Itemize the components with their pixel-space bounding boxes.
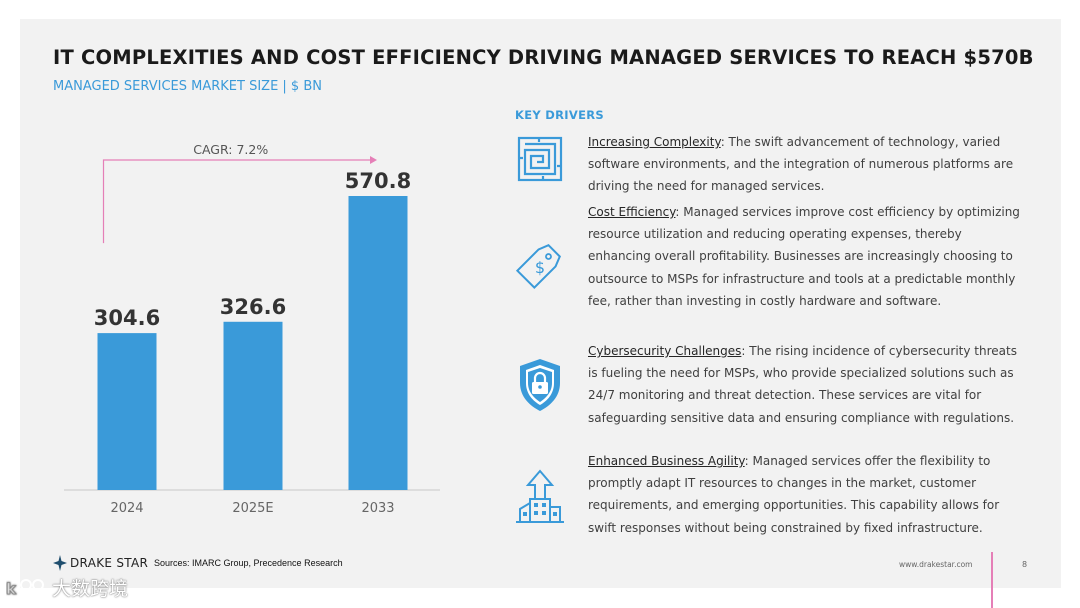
- svg-text:$: $: [535, 258, 545, 277]
- page-title: IT COMPLEXITIES AND COST EFFICIENCY DRIV…: [53, 46, 1034, 69]
- driver-description: : The swift advancement of technology, v…: [588, 135, 1014, 194]
- chart-subtitle: MANAGED SERVICES MARKET SIZE | $ BN: [53, 79, 322, 94]
- driver-name: Cost Efficiency: [588, 205, 676, 219]
- x-tick-label: 2024: [110, 501, 143, 516]
- bar-2025E: [223, 321, 283, 490]
- x-tick-label: 2033: [361, 501, 394, 516]
- data-label: 570.8: [345, 169, 411, 193]
- star-logo-icon: [53, 555, 67, 571]
- growth-buildings-icon: [514, 469, 564, 523]
- data-label: 304.6: [94, 306, 160, 330]
- watermark-logo-icon: k: [6, 578, 44, 598]
- page-number: 8: [1022, 560, 1028, 569]
- watermark-text: 大数跨境: [52, 578, 129, 600]
- bar-2024: [97, 333, 157, 490]
- driver-name: Enhanced Business Agility: [588, 454, 745, 468]
- watermark: k 大数跨境: [6, 574, 128, 601]
- driver-description: : Managed services improve cost efficien…: [588, 205, 1020, 308]
- cagr-arrow-head: [370, 156, 377, 164]
- pink-divider-line: [991, 552, 993, 608]
- key-drivers-heading: KEY DRIVERS: [515, 108, 604, 122]
- maze-icon: [517, 136, 563, 190]
- driver-description: : Managed services offer the flexibility…: [588, 454, 1000, 535]
- svg-text:k: k: [6, 580, 17, 598]
- driver-cybersecurity-challenges: Cybersecurity Challenges: The rising inc…: [588, 340, 1028, 429]
- website-link[interactable]: www.drakestar.com: [899, 560, 973, 569]
- driver-cost-efficiency: Cost Efficiency: Managed services improv…: [588, 201, 1028, 312]
- sources-note: Sources: IMARC Group, Precedence Researc…: [154, 558, 343, 568]
- shield-lock-icon: [517, 357, 563, 411]
- driver-increasing-complexity: Increasing Complexity: The swift advance…: [588, 131, 1028, 198]
- driver-description: : The rising incidence of cybersecurity …: [588, 344, 1017, 425]
- driver-enhanced-business-agility: Enhanced Business Agility: Managed servi…: [588, 450, 1028, 539]
- driver-name: Cybersecurity Challenges: [588, 344, 742, 358]
- x-tick-label: 2025E: [232, 501, 273, 516]
- driver-name: Increasing Complexity: [588, 135, 721, 149]
- drake-star-logo: DRAKE STAR: [53, 555, 148, 571]
- cagr-annotation: CAGR: 7.2%: [193, 142, 268, 157]
- bar-chart: 304.6 2024 326.6 2025E 570.8 2033 CAGR: 7.2%: [64, 142, 440, 516]
- cagr-arrow-line: [102, 159, 370, 244]
- slide: IT COMPLEXITIES AND COST EFFICIENCY DRIV…: [20, 19, 1061, 588]
- logo-text: DRAKE STAR: [70, 556, 149, 570]
- bar-2033: [348, 196, 408, 490]
- price-tag-icon: $: [515, 239, 562, 293]
- data-label: 326.6: [220, 295, 286, 319]
